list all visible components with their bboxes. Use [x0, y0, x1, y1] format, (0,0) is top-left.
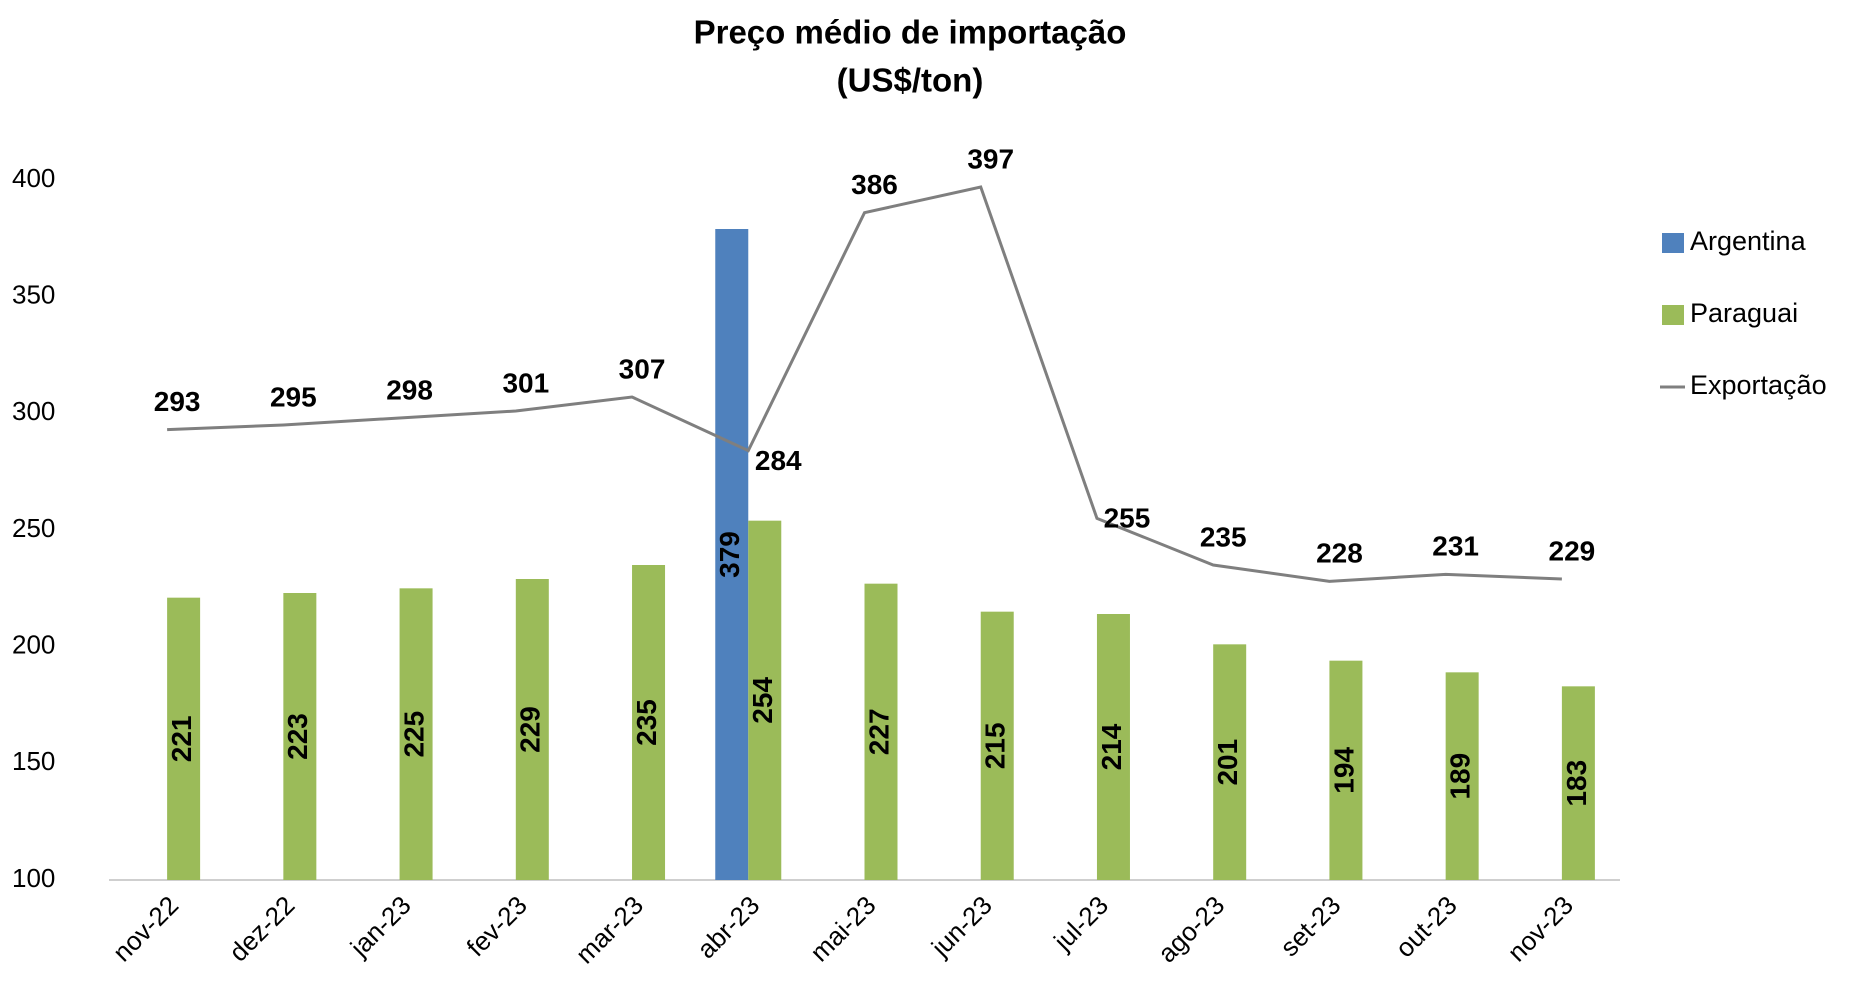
bar-value-label: 227 [863, 708, 894, 755]
line-value-label: 386 [851, 169, 898, 200]
bar-value-label: 214 [1096, 723, 1127, 770]
bar-value-label: 229 [515, 706, 546, 753]
bar-value-label: 215 [980, 722, 1011, 769]
chart-subtitle: (US$/ton) [837, 62, 984, 99]
bar [1445, 672, 1479, 880]
x-tick-label: mar-23 [570, 890, 649, 969]
bar [515, 579, 549, 880]
y-tick-label: 150 [12, 746, 55, 776]
bar [1329, 660, 1363, 880]
x-tick-label: jun-23 [925, 890, 998, 963]
x-tick-label: abr-23 [691, 890, 765, 964]
legend-swatch [1662, 233, 1684, 253]
line [167, 185, 1562, 583]
line-value-label: 228 [1316, 538, 1363, 569]
x-tick-label: mai-23 [804, 890, 881, 967]
bar-value-label: 223 [282, 713, 313, 760]
bar-value-label: 235 [631, 699, 662, 746]
line-value-label: 295 [270, 381, 317, 412]
x-tick-label: fev-23 [461, 890, 533, 962]
line-value-label: 293 [154, 386, 201, 417]
line-value-label: 307 [619, 353, 666, 384]
x-tick-label: set-23 [1274, 890, 1346, 962]
x-tick-label: dez-22 [223, 890, 300, 967]
bar-value-label: 201 [1212, 739, 1243, 786]
legend-label: Argentina [1690, 226, 1807, 256]
x-tick-label: out-23 [1389, 890, 1462, 963]
line-value-label: 235 [1200, 521, 1247, 552]
bar-value-label: 189 [1445, 753, 1476, 800]
bar-value-label: 254 [747, 677, 778, 724]
y-tick-label: 400 [12, 163, 55, 193]
x-tick-label: nov-23 [1502, 890, 1579, 967]
x-tick-label: jan-23 [344, 890, 417, 963]
y-tick-label: 350 [12, 280, 55, 310]
bar [748, 520, 782, 880]
bar-value-label: 225 [398, 711, 429, 758]
bar-value-label: 221 [166, 715, 197, 762]
bar [980, 611, 1014, 880]
x-tick-label: ago-23 [1152, 890, 1230, 968]
bar-value-label: 194 [1328, 747, 1359, 794]
line-value-label: 231 [1432, 531, 1479, 562]
y-tick-label: 200 [12, 630, 55, 660]
line-value-label: 298 [386, 374, 433, 405]
bar [632, 565, 666, 880]
legend-label: Exportação [1690, 370, 1827, 400]
bar [715, 229, 749, 880]
bar [167, 597, 201, 880]
bar [864, 583, 898, 880]
line-value-label: 301 [502, 367, 549, 398]
line-value-label: 284 [755, 445, 802, 476]
line-value-label: 255 [1104, 503, 1151, 534]
bar [1096, 614, 1130, 880]
bar [283, 593, 317, 880]
bar [399, 588, 433, 880]
y-tick-label: 100 [12, 863, 55, 893]
line-value-label: 229 [1549, 535, 1596, 566]
legend-swatch [1662, 305, 1684, 325]
legend-label: Paraguai [1690, 298, 1798, 328]
bar-value-label: 183 [1561, 760, 1592, 807]
line-value-label: 397 [967, 143, 1014, 174]
chart-title: Preço médio de importação [694, 14, 1127, 51]
bar [1213, 644, 1247, 880]
x-tick-label: jul-23 [1047, 890, 1114, 957]
bar [1561, 686, 1595, 880]
y-tick-label: 250 [12, 513, 55, 543]
y-tick-label: 300 [12, 396, 55, 426]
x-tick-label: nov-22 [107, 890, 184, 967]
bar-value-label: 379 [714, 531, 745, 578]
